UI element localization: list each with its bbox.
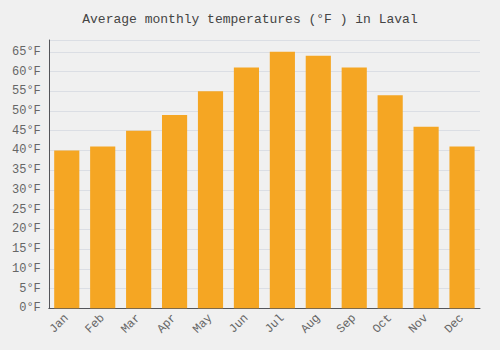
svg-text:Mar: Mar [118,311,143,336]
svg-text:5°F: 5°F [19,282,41,296]
svg-text:Sep: Sep [334,311,359,336]
svg-text:25°F: 25°F [12,203,41,217]
svg-text:65°F: 65°F [12,45,41,59]
svg-text:Oct: Oct [370,311,395,336]
svg-text:50°F: 50°F [12,104,41,118]
svg-text:15°F: 15°F [12,242,41,256]
svg-text:May: May [190,311,215,336]
svg-text:Nov: Nov [406,311,431,336]
svg-text:Feb: Feb [82,311,107,336]
svg-text:Dec: Dec [442,311,467,336]
svg-text:45°F: 45°F [12,124,41,138]
svg-text:10°F: 10°F [12,262,41,276]
svg-text:20°F: 20°F [12,222,41,236]
svg-text:Jan: Jan [47,311,72,336]
svg-text:Average monthly temperatures (: Average monthly temperatures (°F ) in La… [82,12,418,27]
svg-text:60°F: 60°F [12,65,41,79]
svg-text:55°F: 55°F [12,84,41,98]
svg-text:0°F: 0°F [19,301,41,315]
svg-text:35°F: 35°F [12,163,41,177]
svg-text:Aug: Aug [298,311,323,336]
svg-text:40°F: 40°F [12,143,41,157]
svg-text:Jul: Jul [262,311,287,336]
svg-text:Jun: Jun [226,311,251,336]
svg-text:Apr: Apr [154,311,179,336]
svg-text:30°F: 30°F [12,183,41,197]
